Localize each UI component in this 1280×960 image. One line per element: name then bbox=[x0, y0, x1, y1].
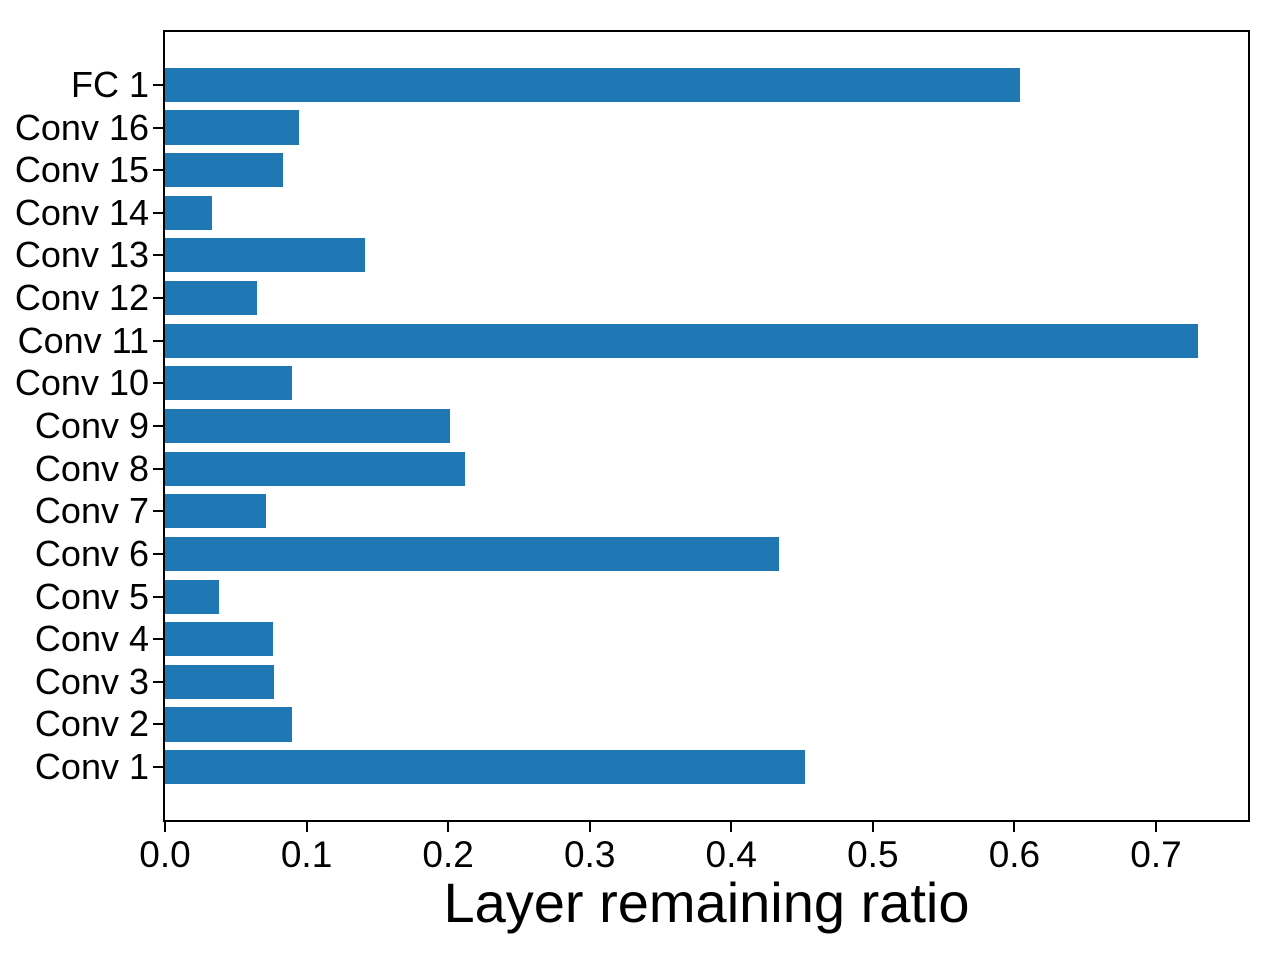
bar-conv-13 bbox=[165, 238, 365, 273]
y-tick-label: Conv 11 bbox=[17, 319, 149, 361]
y-tick-label: Conv 6 bbox=[34, 532, 149, 574]
y-tick-label: Conv 5 bbox=[34, 575, 149, 617]
x-tick-label: 0.0 bbox=[139, 834, 191, 875]
y-tick-label: Conv 13 bbox=[14, 234, 149, 276]
x-tick-label: 0.7 bbox=[1130, 834, 1182, 875]
y-axis-tick bbox=[153, 723, 163, 726]
y-axis-tick bbox=[153, 467, 163, 470]
y-axis-tick bbox=[153, 425, 163, 427]
x-tick-label: 0.1 bbox=[280, 834, 333, 875]
bar-conv-10 bbox=[165, 366, 293, 401]
y-axis-tick bbox=[153, 510, 163, 513]
y-axis-tick bbox=[153, 595, 163, 598]
y-tick-label: Conv 9 bbox=[34, 405, 149, 446]
y-axis-tick bbox=[153, 382, 163, 385]
y-tick-label: Conv 15 bbox=[14, 149, 149, 191]
y-axis-tick bbox=[153, 339, 163, 342]
x-axis-tick bbox=[447, 822, 450, 832]
y-axis-tick bbox=[153, 680, 163, 683]
bar-conv-6 bbox=[165, 536, 780, 571]
x-axis-tick bbox=[305, 822, 308, 832]
x-tick-label: 0.5 bbox=[847, 834, 899, 875]
x-axis-tick bbox=[730, 822, 733, 832]
y-tick-label: Conv 14 bbox=[14, 191, 149, 233]
bar-conv-14 bbox=[165, 195, 212, 230]
y-axis-tick bbox=[153, 211, 163, 214]
bar-conv-12 bbox=[165, 281, 258, 316]
x-axis-tick bbox=[164, 822, 166, 832]
x-tick-label: 0.6 bbox=[988, 834, 1041, 875]
bar-conv-4 bbox=[165, 622, 273, 657]
y-tick-label: Conv 8 bbox=[34, 447, 149, 489]
bar-conv-2 bbox=[165, 707, 293, 742]
plot-area bbox=[163, 30, 1250, 822]
x-tick-label: 0.4 bbox=[705, 834, 757, 875]
bar-conv-8 bbox=[165, 451, 466, 486]
y-axis-tick bbox=[153, 638, 163, 641]
bar-conv-5 bbox=[165, 579, 219, 614]
x-axis-tick bbox=[1154, 822, 1157, 832]
bar-conv-9 bbox=[165, 408, 450, 444]
bar-conv-7 bbox=[165, 494, 266, 529]
x-axis-tick bbox=[1013, 822, 1016, 832]
x-tick-label: 0.2 bbox=[422, 834, 474, 875]
x-axis-tick bbox=[588, 822, 591, 832]
bar-conv-11 bbox=[165, 323, 1199, 358]
x-axis-label: Layer remaining ratio bbox=[443, 871, 970, 934]
y-axis-tick bbox=[153, 254, 163, 257]
y-tick-label: Conv 1 bbox=[34, 746, 149, 788]
y-tick-label: Conv 12 bbox=[14, 277, 149, 319]
bar-conv-16 bbox=[165, 110, 300, 145]
bar-fc-1 bbox=[165, 67, 1021, 102]
x-tick-label: 0.3 bbox=[563, 834, 616, 875]
y-tick-label: Conv 7 bbox=[34, 490, 149, 532]
y-tick-label: Conv 16 bbox=[14, 106, 149, 148]
bar-conv-1 bbox=[165, 750, 805, 785]
y-axis-tick bbox=[153, 83, 163, 86]
y-axis-tick bbox=[153, 552, 163, 555]
y-axis-tick bbox=[153, 297, 163, 300]
y-axis-tick bbox=[153, 766, 163, 769]
bar-conv-3 bbox=[165, 664, 274, 699]
y-tick-label: Conv 10 bbox=[14, 362, 149, 404]
y-tick-label: Conv 2 bbox=[34, 703, 149, 745]
y-axis-tick bbox=[153, 126, 163, 129]
y-tick-label: Conv 4 bbox=[34, 618, 149, 660]
y-tick-label: FC 1 bbox=[70, 63, 149, 105]
bar-conv-15 bbox=[165, 153, 283, 188]
x-axis-tick bbox=[871, 822, 874, 832]
y-tick-label: Conv 3 bbox=[34, 660, 149, 702]
y-axis-tick bbox=[153, 169, 163, 172]
